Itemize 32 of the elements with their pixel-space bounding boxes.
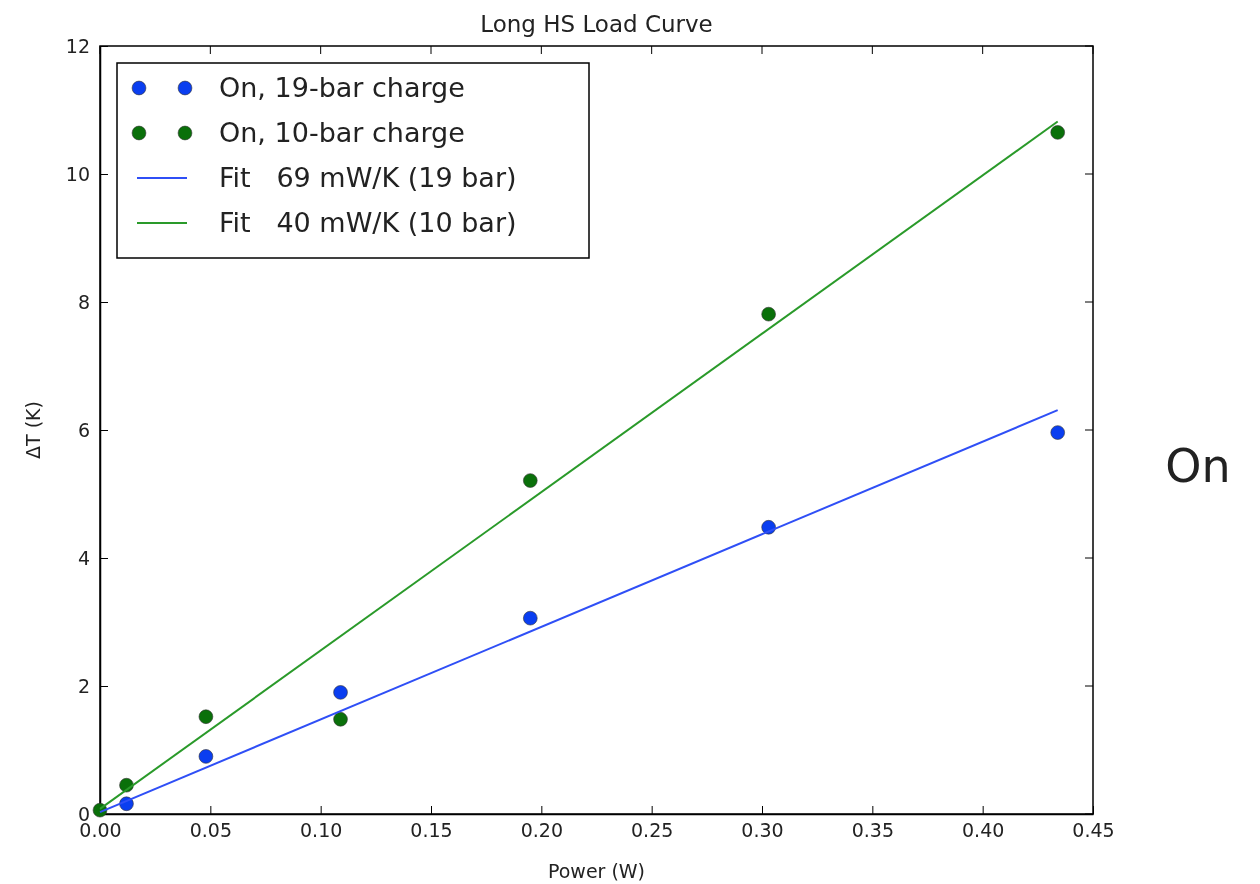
text: On [1165, 439, 1231, 493]
point [1050, 125, 1065, 140]
x-tick-label: 0.35 [851, 819, 894, 842]
y-tick-label: 4 [77, 546, 90, 569]
y-tick-label: 8 [77, 290, 90, 313]
x-tick-label: 0.30 [741, 819, 784, 842]
x-tick-label: 0.20 [520, 819, 563, 842]
point [333, 685, 348, 700]
y-tick-label: 2 [77, 674, 90, 697]
legend-label: Fit 69 mW/K (19 bar) [219, 162, 517, 193]
x-tick-label: 0.40 [962, 819, 1005, 842]
point [333, 712, 348, 727]
y-axis-title: ΔT (K) [22, 401, 44, 459]
legend-label: On, 19-bar charge [219, 72, 465, 103]
point [198, 709, 214, 724]
x-tick-label: 0.15 [410, 819, 453, 842]
x-tick-label: 0.45 [1072, 819, 1115, 842]
point [1050, 425, 1065, 440]
x-tick-label: 0.25 [631, 819, 674, 842]
legend-label: Fit 40 mW/K (10 bar) [219, 207, 517, 238]
legend-label: On, 10-bar charge [219, 117, 465, 148]
y-tick-label: 10 [65, 162, 90, 185]
x-axis-title: Power (W) [547, 860, 646, 882]
y-tick-label: 6 [77, 418, 90, 441]
x-tick-label: 0.05 [189, 819, 232, 842]
point [523, 473, 538, 488]
point [761, 306, 776, 322]
x-tick-label: 0.10 [300, 819, 343, 842]
point [198, 749, 214, 764]
y-tick-label: 12 [65, 34, 90, 57]
point [523, 610, 538, 626]
chart-title: Long HS Load Curve [480, 11, 713, 37]
